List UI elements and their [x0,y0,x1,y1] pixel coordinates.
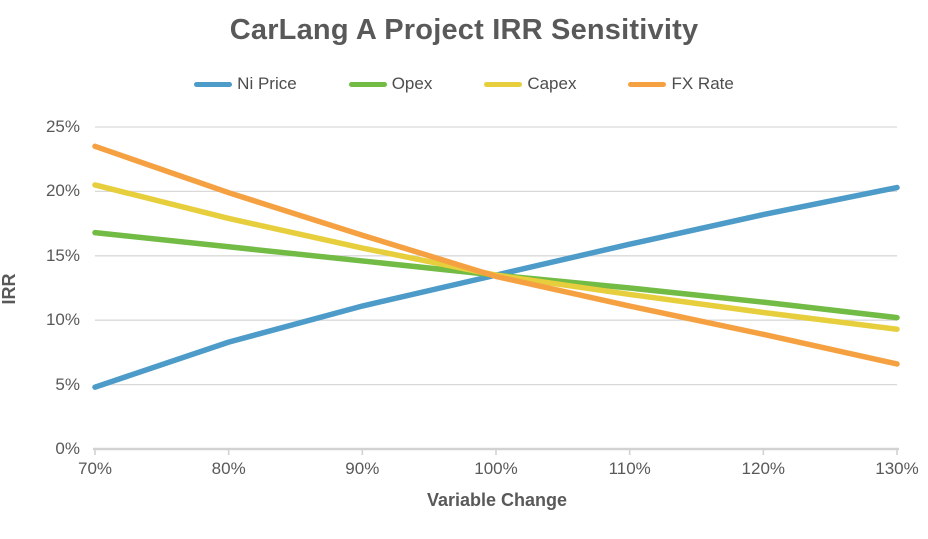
fx-rate-line-swatch-icon [628,81,667,87]
y-tick-label: 25% [45,117,80,136]
x-tick-label: 100% [474,459,518,478]
legend-item-opex: Opex [348,74,433,94]
ni-price-line-swatch-icon [194,81,233,87]
series-line-fx-rate [92,143,900,367]
x-axis-title: Variable Change [426,490,568,510]
legend-label: Opex [391,74,433,93]
legend-label: Ni Price [237,74,297,93]
legend-label: FX Rate [671,74,734,93]
y-tick-label: 10% [45,310,80,330]
opex-line-swatch-icon [348,81,387,87]
legend-item-capex: Capex [484,74,576,94]
series-line-capex [92,182,900,332]
y-tick-label: 15% [45,245,80,265]
x-tick-label: 130% [875,459,919,478]
x-tick-label: 70% [77,459,113,478]
capex-line-swatch-icon [484,81,523,87]
y-tick-label: 20% [45,181,80,201]
y-tick-label: 5% [55,374,80,394]
chart-legend: Ni Price Opex Capex FX Rate [0,74,928,94]
x-tick-label: 90% [345,459,380,478]
x-tick-label: 110% [608,459,651,478]
legend-item-ni-price: Ni Price [194,74,297,94]
legend-item-fx-rate: FX Rate [628,74,734,94]
legend-label: Capex [527,74,577,93]
x-tick-label: 120% [741,459,786,478]
chart-title: CarLang A Project IRR Sensitivity [229,14,699,46]
y-axis-title: IRR [0,273,19,305]
y-tick-label: 0% [55,439,80,458]
x-tick-label: 80% [211,459,246,478]
